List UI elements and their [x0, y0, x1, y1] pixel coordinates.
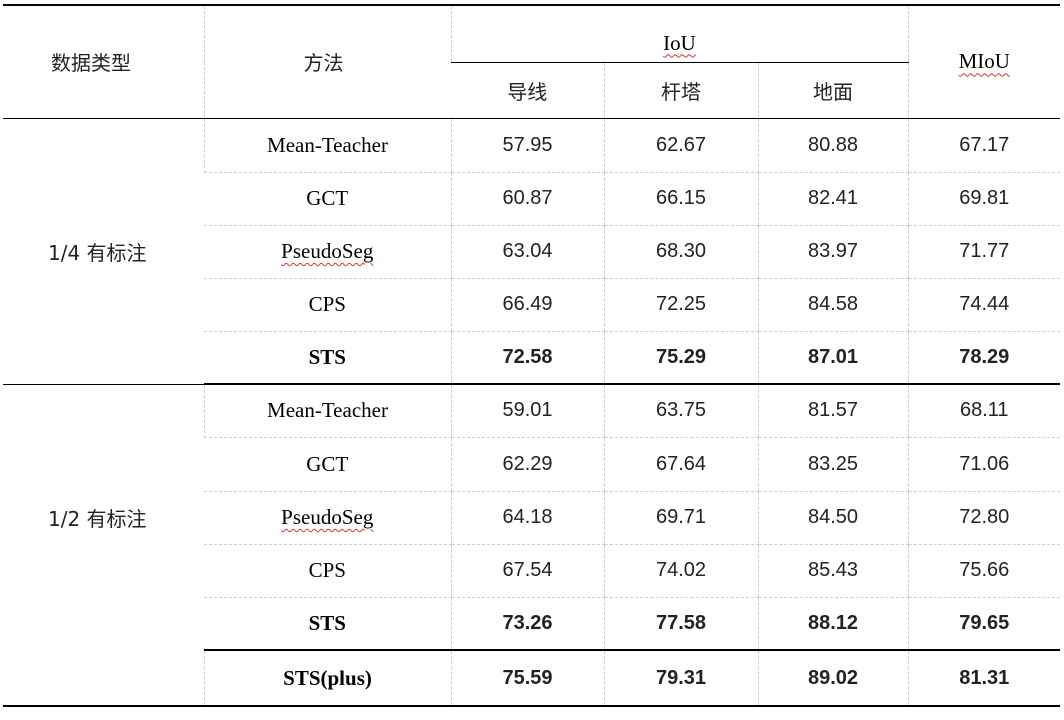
header-data-type: 数据类型: [3, 4, 204, 119]
method-cell: STS: [204, 331, 451, 385]
value-ground: 88.12: [757, 597, 909, 651]
header-method: 方法: [203, 4, 451, 119]
value-ground: 85.43: [757, 544, 909, 598]
value-miou: 72.80: [907, 491, 1061, 545]
method-name: PseudoSeg: [281, 505, 374, 529]
value-ground: 80.88: [757, 118, 909, 173]
value-ground: 84.58: [757, 278, 909, 332]
value-tower: 79.31: [603, 650, 758, 707]
header-miou: MIoU: [907, 4, 1061, 119]
value-miou: 75.66: [907, 544, 1061, 598]
value-tower: 62.67: [603, 118, 758, 173]
method-cell: Mean-Teacher: [203, 118, 451, 173]
header-iou: IoU: [450, 4, 909, 63]
header-class-ground: 地面: [757, 62, 909, 119]
method-cell: Mean-Teacher: [203, 384, 451, 438]
method-cell: GCT: [204, 437, 451, 492]
method-cell-final: STS(plus): [203, 650, 451, 707]
final-row-type: [3, 650, 204, 707]
value-wire: 59.01: [450, 384, 604, 438]
value-miou: 69.81: [907, 172, 1061, 226]
value-miou: 79.65: [907, 597, 1061, 651]
method-cell: PseudoSeg: [204, 225, 451, 279]
value-miou: 71.06: [907, 437, 1061, 492]
value-tower: 69.71: [603, 491, 758, 545]
value-wire: 75.59: [450, 650, 604, 707]
value-miou: 81.31: [907, 650, 1061, 707]
group-label-half: 1/2 有标注: [48, 506, 147, 531]
results-table: 数据类型 方法 IoU MIoU 导线 杆塔 地面 1/4 有标注 Mean-T…: [3, 4, 1061, 707]
value-wire: 62.29: [450, 437, 604, 492]
method-cell: PseudoSeg: [204, 491, 451, 545]
value-wire: 57.95: [450, 118, 604, 173]
value-ground: 83.25: [757, 437, 909, 492]
method-cell: CPS: [204, 278, 451, 332]
value-ground: 81.57: [757, 384, 909, 438]
value-wire: 67.54: [450, 544, 604, 598]
value-tower: 68.30: [603, 225, 758, 279]
method-name: PseudoSeg: [281, 239, 374, 263]
value-ground: 83.97: [757, 225, 909, 279]
value-tower: 63.75: [603, 384, 758, 438]
header-iou-label: IoU: [663, 30, 696, 55]
header-miou-label: MIoU: [958, 49, 1010, 74]
value-miou: 68.11: [907, 384, 1061, 438]
value-ground: 84.50: [757, 491, 909, 545]
value-miou: 71.77: [907, 225, 1061, 279]
value-miou: 78.29: [907, 331, 1061, 385]
value-tower: 67.64: [603, 437, 758, 492]
value-ground: 87.01: [757, 331, 909, 385]
value-tower: 66.15: [603, 172, 758, 226]
value-wire: 73.26: [450, 597, 604, 651]
value-wire: 60.87: [450, 172, 604, 226]
header-class-tower: 杆塔: [603, 62, 758, 119]
value-miou: 74.44: [907, 278, 1061, 332]
value-tower: 77.58: [603, 597, 758, 651]
value-ground: 82.41: [757, 172, 909, 226]
value-wire: 64.18: [450, 491, 604, 545]
header-class-wire: 导线: [451, 62, 604, 119]
value-tower: 72.25: [603, 278, 758, 332]
value-wire: 66.49: [450, 278, 604, 332]
value-tower: 75.29: [603, 331, 758, 385]
value-tower: 74.02: [603, 544, 758, 598]
method-cell: CPS: [204, 544, 451, 598]
value-wire: 72.58: [450, 331, 604, 385]
method-cell: STS: [204, 597, 451, 651]
value-ground: 89.02: [757, 650, 909, 707]
value-miou: 67.17: [907, 118, 1061, 173]
method-cell: GCT: [204, 172, 451, 226]
group-label-quarter: 1/4 有标注: [3, 118, 204, 385]
value-wire: 63.04: [450, 225, 604, 279]
